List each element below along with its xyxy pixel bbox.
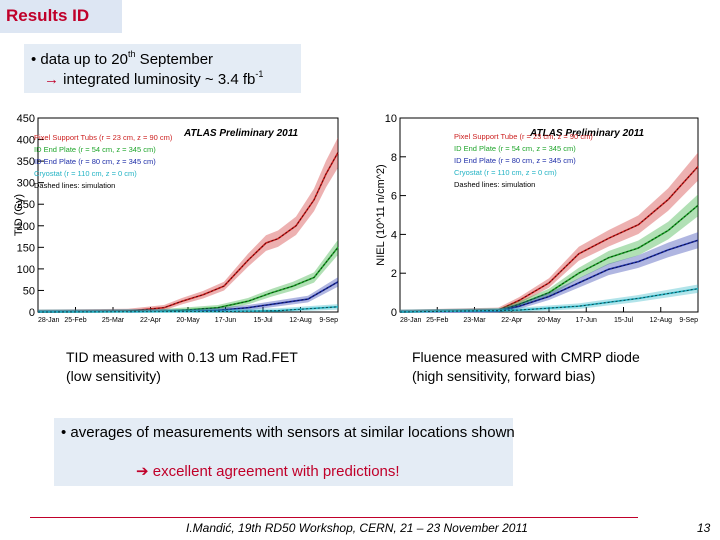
- simulation-line: [399, 204, 699, 313]
- series-band: [400, 152, 698, 312]
- summary-line2: ➔ excellent agreement with predictions!: [136, 462, 400, 480]
- info-date-sup: th: [128, 49, 136, 59]
- x-tick-label: 12-Aug: [289, 317, 312, 324]
- legend-entry: ID End Plate (r = 54 cm, z = 345 cm): [454, 144, 576, 153]
- legend-entry: Dashed lines: simulation: [34, 181, 115, 190]
- x-tick-label: 12-Aug: [649, 317, 672, 324]
- x-tick-label: 28-Jan: [400, 317, 422, 324]
- slide-title: Results ID: [6, 6, 90, 25]
- summary-line1: • averages of measurements with sensors …: [61, 424, 515, 441]
- y-tick-label: 300: [17, 178, 35, 190]
- legend-entry: ID End Plate (r = 80 cm, z = 345 cm): [34, 157, 156, 166]
- info-lumi-prefix: integrated luminosity ~ 3.4 fb: [59, 71, 256, 88]
- x-tick-label: 17-Jun: [215, 317, 237, 324]
- caption-left-line2: (low sensitivity): [66, 368, 161, 384]
- y-axis-label: NIEL (10^11 n/cm^2): [376, 164, 387, 265]
- x-tick-label: 9-Sep: [319, 317, 338, 324]
- x-tick-label: 20-May: [537, 317, 561, 324]
- y-tick-label: 450: [17, 113, 35, 125]
- series-line: [399, 287, 699, 313]
- chart-banner: ATLAS Preliminary 2011: [183, 128, 299, 139]
- y-tick-label: 400: [17, 135, 35, 147]
- legend-entry: Dashed lines: simulation: [454, 180, 535, 189]
- info-box: • data up to 20th September → integrated…: [24, 44, 301, 93]
- caption-right-line1: Fluence measured with CMRP diode: [412, 349, 640, 365]
- legend-entry: Cryostat (r = 110 cm, z = 0 cm): [454, 168, 557, 177]
- plot-frame: [37, 117, 339, 313]
- info-line-lumi: → integrated luminosity ~ 3.4 fb-1: [44, 69, 264, 88]
- x-tick-label: 22-Apr: [501, 317, 523, 324]
- x-tick-label: 9-Sep: [679, 317, 698, 324]
- series-band: [38, 277, 338, 312]
- simulation-line: [37, 152, 339, 313]
- x-tick-label: 28-Jan: [38, 317, 60, 324]
- arrow-right-icon: ➔: [136, 463, 149, 480]
- x-tick-label: 25-Mar: [102, 317, 125, 324]
- caption-right: Fluence measured with CMRP diode (high s…: [412, 348, 640, 386]
- niel-plot: 0 2 4 6 8 10 28-Jan 25-Feb 23-Mar 22-Apr 20-May 17-…: [376, 113, 699, 324]
- info-lumi-sup: -1: [255, 69, 264, 79]
- y-tick-label: 10: [385, 113, 397, 125]
- info-date-suffix: September: [135, 51, 214, 68]
- caption-left: TID measured with 0.13 um Rad.FET (low s…: [66, 348, 298, 386]
- x-tick-label: 22-Apr: [140, 317, 162, 324]
- x-tick-label: 25-Feb: [426, 317, 448, 324]
- y-tick-label: 50: [23, 285, 35, 297]
- y-tick-label: 100: [17, 264, 35, 276]
- y-tick-label: 200: [17, 221, 35, 233]
- x-tick-label: 25-Feb: [64, 317, 86, 324]
- x-tick-label: 20-May: [176, 317, 200, 324]
- legend-entry: Cryostat (r = 110 cm, z = 0 cm): [34, 169, 137, 178]
- summary-box: • averages of measurements with sensors …: [54, 418, 515, 486]
- info-line-date: • data up to 20th September: [31, 49, 214, 68]
- simulation-line: [399, 166, 699, 313]
- series-line: [37, 306, 339, 313]
- arrow-icon: →: [44, 71, 59, 88]
- info-date-prefix: • data up to 20: [31, 51, 128, 68]
- x-tick-label: 23-Mar: [463, 317, 486, 324]
- footer-citation: I.Mandić, 19th RD50 Workshop, CERN, 21 –…: [186, 521, 528, 535]
- y-tick-label: 350: [17, 156, 35, 168]
- y-tick-label: 150: [17, 242, 35, 254]
- series-band: [38, 239, 338, 312]
- caption-left-line1: TID measured with 0.13 um Rad.FET: [66, 349, 298, 365]
- y-tick-label: 0: [391, 307, 397, 319]
- legend-entry: Pixel Support Tube (r = 23 cm, z = 90 cm…: [454, 132, 593, 141]
- summary-text: excellent agreement with predictions!: [148, 463, 400, 480]
- y-tick-label: 250: [17, 199, 35, 211]
- title-box: Results ID: [0, 0, 122, 33]
- legend-entry: ID End Plate (r = 54 cm, z = 345 cm): [34, 145, 156, 154]
- chart-banner: ATLAS Preliminary 2011: [529, 128, 645, 139]
- legend-entry: ID End Plate (r = 80 cm, z = 345 cm): [454, 156, 576, 165]
- footer-divider: [30, 517, 638, 518]
- y-tick-label: 8: [391, 152, 397, 164]
- caption-right-line2: (high sensitivity, forward bias): [412, 368, 596, 384]
- tid-plot: 0 50 100 150 200 250 300 350 400 450 28-Jan 25-Feb 2…: [14, 113, 339, 324]
- y-tick-label: 4: [391, 229, 397, 241]
- plot-frame: [399, 117, 699, 313]
- page-number: 13: [697, 521, 711, 535]
- series-band: [38, 304, 338, 312]
- simulation-line: [37, 247, 339, 313]
- y-tick-label: 0: [29, 307, 35, 319]
- y-tick-label: 2: [391, 268, 397, 280]
- series-band: [400, 194, 698, 312]
- x-tick-label: 17-Jun: [576, 317, 598, 324]
- legend-entry: Pixel Support Tubs (r = 23 cm, z = 90 cm…: [34, 133, 173, 142]
- y-axis-label: TID (Gy): [14, 194, 25, 236]
- x-tick-label: 15-Jul: [614, 317, 634, 324]
- y-tick-label: 6: [391, 191, 397, 203]
- x-tick-label: 15-Jul: [253, 317, 273, 324]
